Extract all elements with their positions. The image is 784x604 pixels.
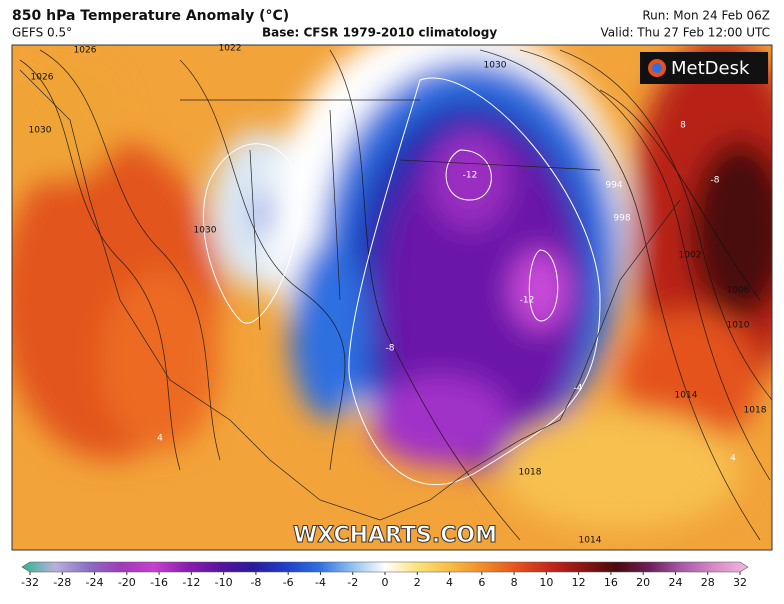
contour-label: 1030 <box>29 126 52 136</box>
map-frame <box>11 44 773 551</box>
contour-label: -8 <box>711 176 720 186</box>
contour-label: 1014 <box>675 391 698 401</box>
contour-label: 4 <box>730 454 736 464</box>
contour-label: 1006 <box>727 286 750 296</box>
colorbar-tick-label: -8 <box>250 576 261 589</box>
colorbar-tick-label: -28 <box>53 576 71 589</box>
colorbar <box>21 561 749 573</box>
contour-label: -4 <box>574 384 583 394</box>
colorbar-tick-label: -24 <box>86 576 104 589</box>
colorbar-tick-label: -4 <box>315 576 326 589</box>
colorbar-tick-label: -10 <box>215 576 233 589</box>
colorbar-tick-label: 24 <box>668 576 682 589</box>
contour-label: 1018 <box>744 406 767 416</box>
contour-label: 8 <box>680 121 686 131</box>
colorbar-tick-label: 4 <box>446 576 453 589</box>
valid: Valid: Thu 27 Feb 12:00 UTC <box>601 26 770 40</box>
contour-label: -12 <box>520 296 535 306</box>
colorbar-tick-label: 8 <box>511 576 518 589</box>
colorbar-tick-label: 20 <box>636 576 650 589</box>
base: Base: CFSR 1979-2010 climatology <box>262 26 497 40</box>
colorbar-tick-label: -12 <box>182 576 200 589</box>
colorbar-tick-label: 6 <box>478 576 485 589</box>
contour-label: 1026 <box>31 73 54 83</box>
contour-label: 1022 <box>219 44 242 54</box>
colorbar-tick-label: -6 <box>283 576 294 589</box>
contour-label: 1030 <box>194 226 217 236</box>
contour-label: 1014 <box>579 536 602 546</box>
logo: MetDesk <box>671 58 750 79</box>
contour-label: 1030 <box>484 61 507 71</box>
contour-label: 1026 <box>74 46 97 56</box>
contour-label: 1018 <box>519 468 542 478</box>
colorbar-tick-label: 16 <box>604 576 618 589</box>
colorbar-tick-label: 10 <box>539 576 553 589</box>
contour-label: 4 <box>157 434 163 444</box>
logo-icon-inner <box>652 63 662 73</box>
colorbar-tick-label: -32 <box>21 576 39 589</box>
contour-label: -12 <box>463 171 478 181</box>
contour-label: 1010 <box>727 321 750 331</box>
colorbar-tick-label: 28 <box>701 576 715 589</box>
colorbar-tick-label: 0 <box>382 576 389 589</box>
colorbar-tick-label: -2 <box>347 576 358 589</box>
map <box>12 45 772 550</box>
colorbar-tick-label: 12 <box>572 576 586 589</box>
contour-label: 998 <box>613 214 630 224</box>
colorbar-tick-label: -16 <box>150 576 168 589</box>
contour-label: -8 <box>386 344 395 354</box>
colorbar-tick-label: 32 <box>733 576 747 589</box>
model: GEFS 0.5° <box>12 26 72 40</box>
contour-label: 1002 <box>679 251 702 261</box>
colorbar-tick-label: -20 <box>118 576 136 589</box>
run: Run: Mon 24 Feb 06Z <box>642 9 770 23</box>
contour-label: 994 <box>605 181 622 191</box>
title: 850 hPa Temperature Anomaly (°C) <box>12 8 289 24</box>
colorbar-tick-label: 2 <box>414 576 421 589</box>
watermark: WXCHARTS.COM <box>293 523 497 548</box>
